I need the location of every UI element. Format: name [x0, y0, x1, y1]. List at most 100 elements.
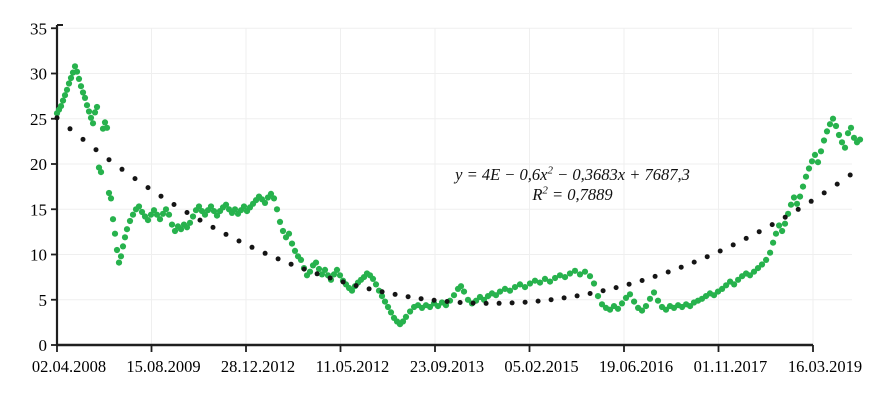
- scatter-point: [288, 240, 296, 247]
- scatter-point: [450, 292, 458, 299]
- scatter-point: [754, 265, 762, 272]
- scatter-point: [186, 219, 194, 226]
- scatter-point: [772, 230, 780, 237]
- scatter-point: [75, 75, 83, 82]
- trend-dot: [236, 238, 242, 244]
- trend-dot: [613, 285, 619, 291]
- scatter-point: [434, 303, 442, 310]
- x-tick-label: 16.03.2019: [788, 357, 862, 376]
- y-tick-label: 15: [30, 200, 47, 219]
- y-tick-label: 35: [30, 19, 47, 38]
- scatter-point: [119, 243, 127, 250]
- trend-dot: [847, 172, 853, 178]
- scatter-point: [735, 276, 742, 283]
- scatter-point: [856, 136, 864, 143]
- scatter-point: [117, 253, 125, 260]
- scatter-point: [279, 227, 287, 235]
- scatter-point: [67, 74, 75, 82]
- trend-dot: [171, 202, 177, 207]
- scatter-point: [746, 272, 754, 279]
- x-tick-label: 28.12.2012: [221, 357, 295, 376]
- trend-dot: [678, 264, 684, 270]
- scatter-point: [847, 124, 855, 131]
- scatter-point: [273, 206, 281, 213]
- x-tick-label: 05.02.2015: [504, 357, 578, 376]
- x-tick-label: 15.08.2009: [126, 357, 200, 376]
- scatter-point: [496, 288, 504, 295]
- scatter-point: [521, 284, 529, 291]
- trend-dot: [587, 291, 593, 296]
- scatter-point: [787, 201, 795, 208]
- scatter-point: [107, 195, 115, 202]
- scatter-point: [850, 134, 858, 141]
- scatter-point: [222, 201, 230, 208]
- trend-dot: [717, 248, 723, 254]
- trend-dot: [210, 224, 216, 230]
- trend-dot: [366, 286, 372, 292]
- scatter-point: [838, 139, 846, 146]
- trend-dot: [392, 291, 398, 297]
- scatter-point: [87, 114, 95, 121]
- scatter-point: [731, 281, 738, 288]
- scatter-point: [399, 318, 407, 325]
- scatter-point: [306, 268, 314, 275]
- scatter-point: [147, 211, 155, 218]
- scatter-point: [750, 268, 758, 275]
- trend-dot: [548, 297, 554, 303]
- trend-dot: [431, 297, 437, 303]
- scatter-point: [121, 234, 129, 241]
- trend-dot: [639, 278, 645, 283]
- y-tick-label: 20: [30, 155, 47, 174]
- scatter-point: [571, 267, 579, 274]
- trend-dot: [457, 300, 463, 305]
- scatter-point: [823, 128, 831, 135]
- scatter-point: [626, 291, 634, 298]
- scatter-point: [407, 308, 414, 315]
- trend-dot: [665, 269, 671, 275]
- trend-dot: [67, 126, 73, 132]
- scatter-point: [79, 89, 87, 96]
- scatter-point: [91, 109, 99, 116]
- trend-dot: [509, 300, 515, 306]
- scatter-point: [622, 294, 630, 301]
- scatter-point: [631, 298, 638, 305]
- trend-dot: [483, 300, 489, 306]
- equation-text: y = 4E − 0,6x: [455, 165, 548, 184]
- scatter-point: [165, 211, 173, 218]
- trend-dot: [184, 210, 190, 215]
- scatter-point: [312, 259, 320, 266]
- trend-dot: [158, 193, 164, 199]
- scatter-point: [710, 292, 718, 299]
- scatter-point: [135, 203, 143, 210]
- x-tick-label: 23.09.2013: [410, 357, 484, 376]
- scatter-point: [138, 208, 146, 216]
- scatter-point: [829, 115, 837, 122]
- trend-dot: [496, 300, 502, 306]
- y-tick-label: 10: [30, 246, 47, 265]
- scatter-point: [162, 206, 170, 213]
- scatter-point: [817, 148, 825, 155]
- scatter-point: [586, 273, 594, 280]
- scatter-point: [111, 230, 119, 237]
- r-squared-line: R2 = 0,7889: [420, 185, 725, 205]
- trend-dot: [782, 214, 788, 220]
- scatter-point: [581, 268, 589, 275]
- trend-dot: [561, 295, 567, 301]
- scatter-point: [590, 280, 598, 287]
- scatter-point: [83, 102, 91, 109]
- trend-dot: [405, 294, 411, 300]
- scatter-point: [835, 131, 843, 139]
- scatter-point: [802, 173, 810, 180]
- scatter-point: [315, 265, 323, 273]
- scatter-point: [387, 309, 395, 316]
- trend-dot: [314, 271, 320, 277]
- x-tick-label: 01.11.2017: [694, 357, 768, 376]
- scatter-point: [270, 195, 278, 202]
- trend-dot: [132, 176, 138, 182]
- scatter-point: [57, 103, 65, 110]
- scatter-point: [576, 271, 584, 278]
- scatter-point: [767, 249, 774, 256]
- scatter-point: [638, 307, 646, 314]
- scatter-point: [646, 295, 654, 302]
